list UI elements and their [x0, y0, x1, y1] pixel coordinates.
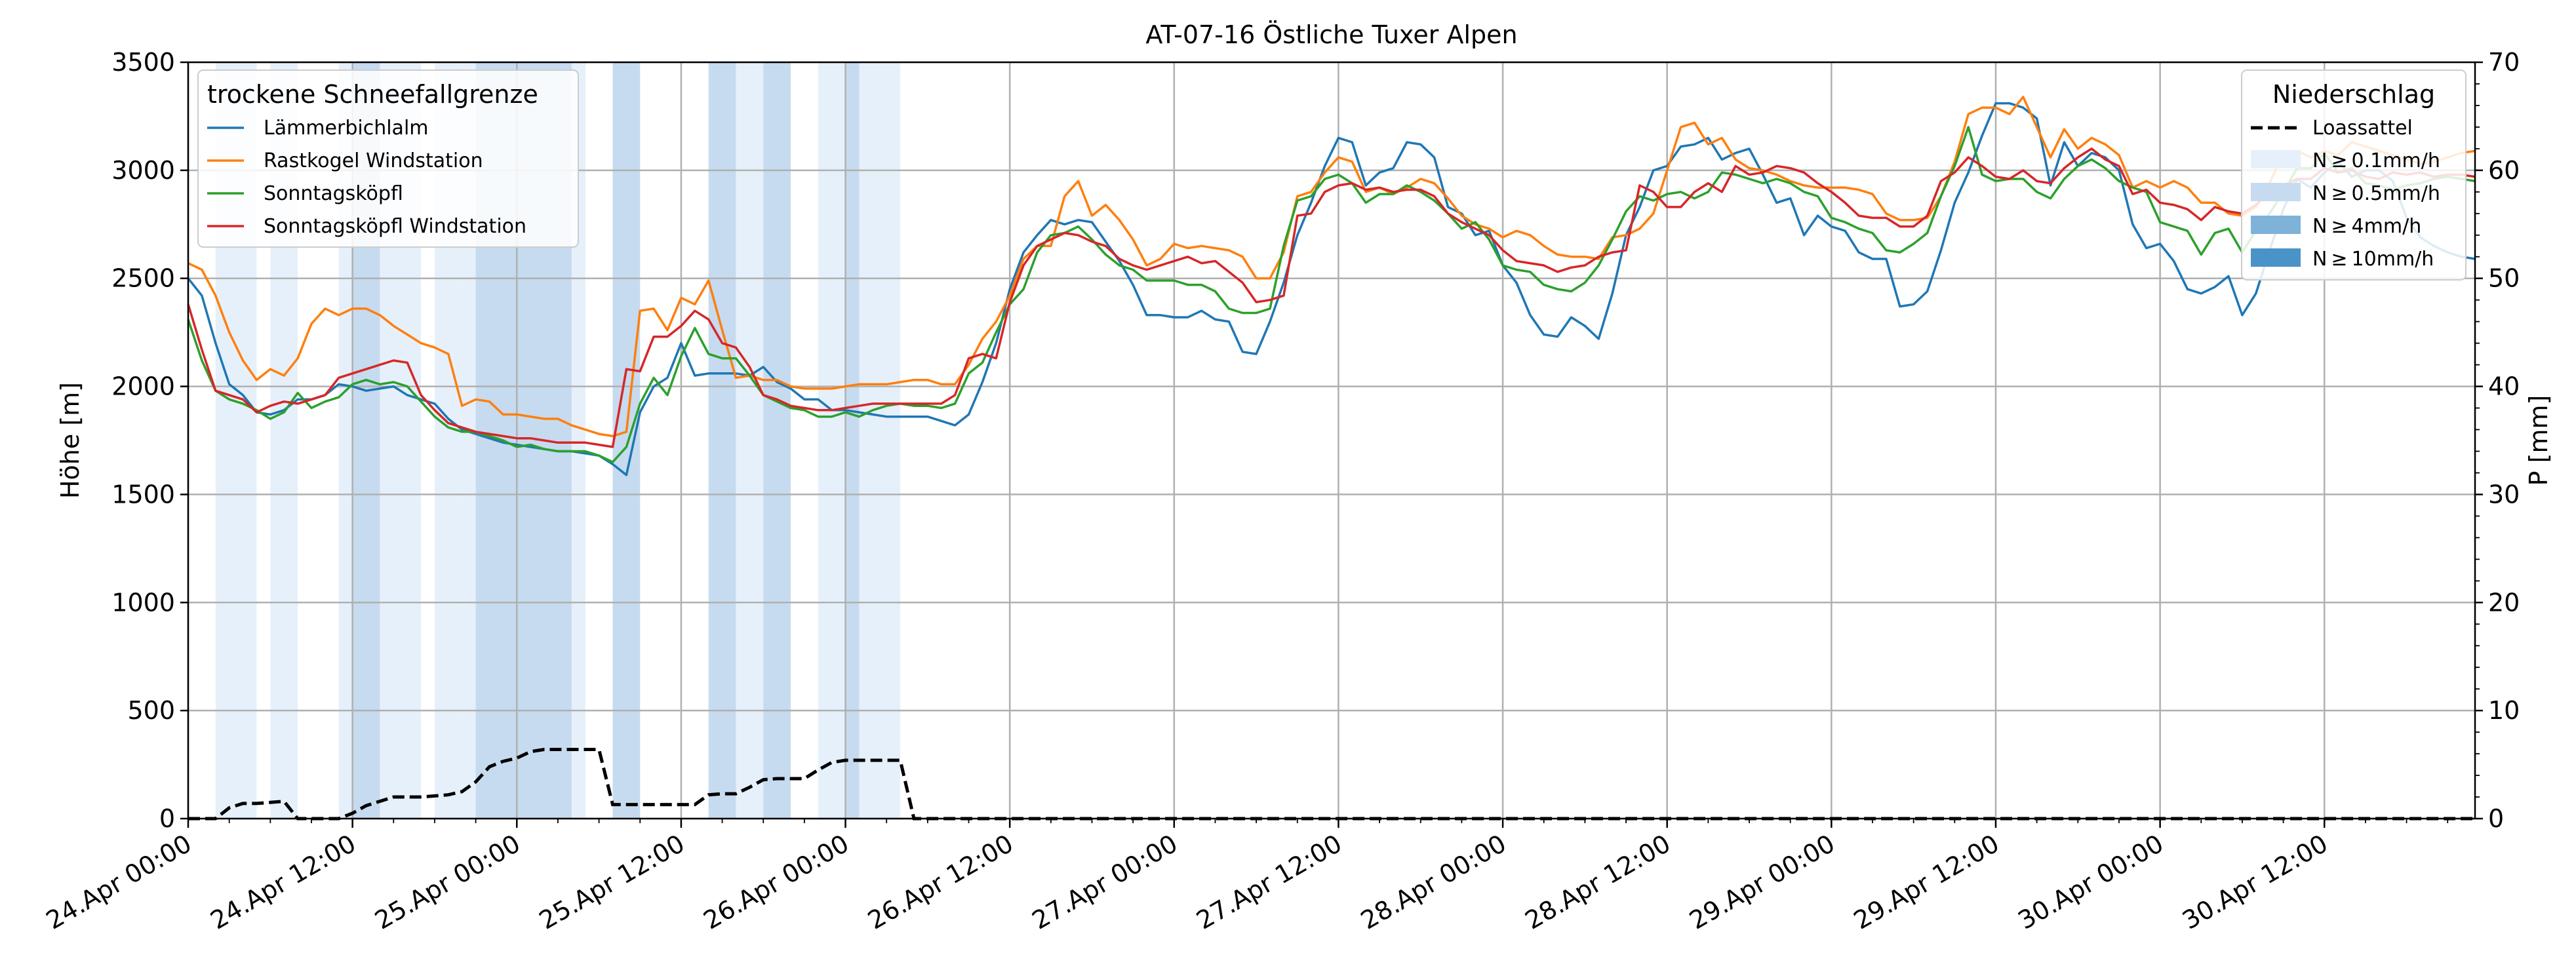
legend-swatch — [2251, 183, 2301, 201]
legend-entry-label: Loassattel — [2312, 117, 2413, 140]
series-line — [187, 147, 2476, 448]
y-tick-label: 0 — [159, 804, 175, 833]
y-tick-label: 1000 — [111, 588, 175, 617]
x-tick-label: 29.Apr 00:00 — [1684, 829, 1840, 935]
y-tick-label: 2500 — [111, 264, 175, 293]
legend-entry-label: N ≥ 10mm/h — [2312, 248, 2434, 271]
legend-swatch — [2251, 150, 2301, 168]
x-tick-label: 28.Apr 00:00 — [1356, 829, 1511, 935]
x-tick-label: 30.Apr 00:00 — [2013, 829, 2169, 935]
series-line — [188, 96, 2476, 438]
precip-band — [859, 62, 901, 819]
series-line — [187, 126, 2476, 463]
y-tick-label: 500 — [127, 696, 175, 725]
y-tick-label-right: 20 — [2488, 588, 2520, 617]
y-axis-label: Höhe [m] — [56, 382, 85, 499]
y-axis-label-right: P [mm] — [2524, 395, 2553, 486]
x-tick-label: 27.Apr 00:00 — [1027, 829, 1183, 935]
precip-band — [763, 62, 791, 819]
precip-band — [571, 62, 585, 819]
legend-entry-label: N ≥ 0.5mm/h — [2312, 182, 2440, 205]
legend-entry-label: N ≥ 0.1mm/h — [2312, 149, 2440, 172]
legend-left-frame — [197, 69, 579, 248]
y-tick-label-right: 70 — [2488, 48, 2520, 77]
x-tick-label: 24.Apr 00:00 — [41, 829, 197, 935]
x-tick-label: 28.Apr 12:00 — [1520, 829, 1676, 935]
legend-right: Niederschlag Loassattel N ≥ 0.1mm/h N ≥ 0.5… — [2241, 69, 2467, 281]
x-tick-label: 30.Apr 12:00 — [2177, 829, 2333, 935]
precip-band — [708, 62, 736, 819]
x-tick-label: 29.Apr 12:00 — [1849, 829, 2004, 935]
x-tick-label: 26.Apr 00:00 — [698, 829, 854, 935]
x-tick-label: 27.Apr 12:00 — [1191, 829, 1347, 935]
y-tick-label: 3500 — [111, 48, 175, 77]
y-tick-label: 1500 — [111, 480, 175, 509]
y-tick-label-right: 40 — [2488, 372, 2520, 401]
x-tick-label: 25.Apr 00:00 — [370, 829, 525, 935]
legend-left: trockene Schneefallgrenze Lämmerbichlalm R… — [197, 69, 579, 248]
y-tick-label-right: 50 — [2488, 264, 2520, 293]
legend-right-title: Niederschlag — [2272, 80, 2435, 109]
chart-title: AT-07-16 Östliche Tuxer Alpen — [1145, 20, 1517, 49]
legend-entry-label: Sonntagsköpfl Windstation — [264, 215, 526, 238]
legend-swatch — [2251, 216, 2301, 234]
legend-entry-label: Rastkogel Windstation — [264, 149, 483, 172]
legend-swatch — [2251, 248, 2301, 267]
y-tick-label-right: 10 — [2488, 696, 2520, 725]
legend-entry-label: Sonntagsköpfl — [264, 182, 403, 205]
y-tick-label: 3000 — [111, 156, 175, 185]
legend-left-title: trockene Schneefallgrenze — [207, 80, 538, 109]
x-tick-label: 24.Apr 12:00 — [206, 829, 361, 935]
y-tick-label-right: 30 — [2488, 480, 2520, 509]
y-tick-label-right: 60 — [2488, 156, 2520, 185]
plot-frame — [187, 61, 2476, 820]
y-tick-label: 2000 — [111, 372, 175, 401]
x-tick-label: 26.Apr 12:00 — [863, 829, 1018, 935]
x-tick-label: 25.Apr 12:00 — [534, 829, 690, 935]
legend-entry-label: Lämmerbichlalm — [264, 117, 429, 140]
legend-entry-label: N ≥ 4mm/h — [2312, 215, 2421, 238]
precip-band — [612, 62, 641, 819]
y-tick-label-right: 0 — [2488, 804, 2504, 833]
